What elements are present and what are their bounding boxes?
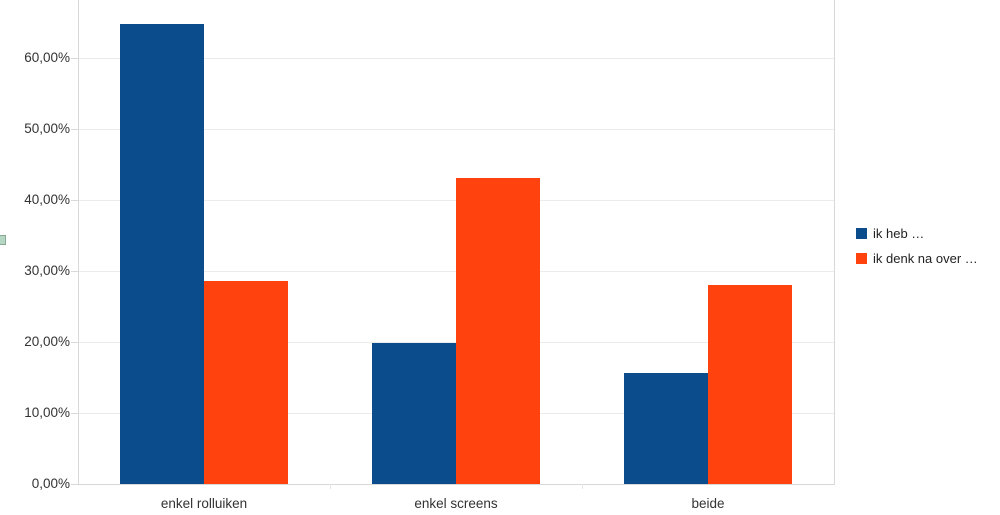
y-axis-tick-label: 20,00% — [24, 334, 70, 349]
x-axis-category-label: enkel screens — [414, 496, 498, 511]
x-axis-category-label: enkel rolluiken — [160, 496, 248, 511]
y-axis-tick — [71, 342, 78, 343]
y-axis-tick-label: 40,00% — [24, 192, 70, 207]
bar-series-1-enkel-rolluiken[interactable] — [120, 23, 204, 484]
y-axis-tick-label: 30,00% — [24, 263, 70, 278]
x-axis-category-tick — [582, 484, 583, 489]
plot-right-border — [834, 0, 835, 484]
y-axis-tick-label: 0,00% — [31, 476, 70, 491]
legend-swatch-series-2-icon — [856, 253, 867, 264]
bar-series-2-enkel-rolluiken[interactable] — [204, 280, 288, 484]
y-axis-tick — [71, 129, 78, 130]
x-axis-category-tick — [330, 484, 331, 489]
y-axis-tick — [71, 413, 78, 414]
gridline — [78, 129, 834, 130]
y-axis-line — [78, 0, 79, 484]
y-axis-tick-label: 50,00% — [24, 121, 70, 136]
y-axis-tick-label: 60,00% — [24, 50, 70, 65]
y-axis-tick — [71, 200, 78, 201]
y-axis-tick — [71, 58, 78, 59]
bar-series-2-enkel-screens[interactable] — [456, 177, 540, 484]
bar-series-1-beide[interactable] — [624, 373, 708, 484]
x-axis-line — [78, 484, 835, 485]
y-axis-tick — [71, 271, 78, 272]
legend-label-series-1: ik heb … — [873, 226, 925, 241]
bar-series-2-beide[interactable] — [708, 285, 792, 484]
bar-series-1-enkel-screens[interactable] — [372, 342, 456, 484]
y-axis-tick-label: 10,00% — [24, 405, 70, 420]
y-axis-tick — [71, 484, 78, 485]
selection-handle[interactable] — [0, 235, 6, 245]
legend-swatch-series-1-icon — [856, 228, 867, 239]
legend-label-series-2: ik denk na over … — [873, 251, 978, 266]
legend-item-series-2[interactable]: ik denk na over … — [856, 246, 978, 271]
gridline — [78, 58, 834, 59]
legend-item-series-1[interactable]: ik heb … — [856, 221, 978, 246]
x-axis-category-label: beide — [691, 496, 725, 511]
legend: ik heb … ik denk na over … — [856, 221, 978, 271]
